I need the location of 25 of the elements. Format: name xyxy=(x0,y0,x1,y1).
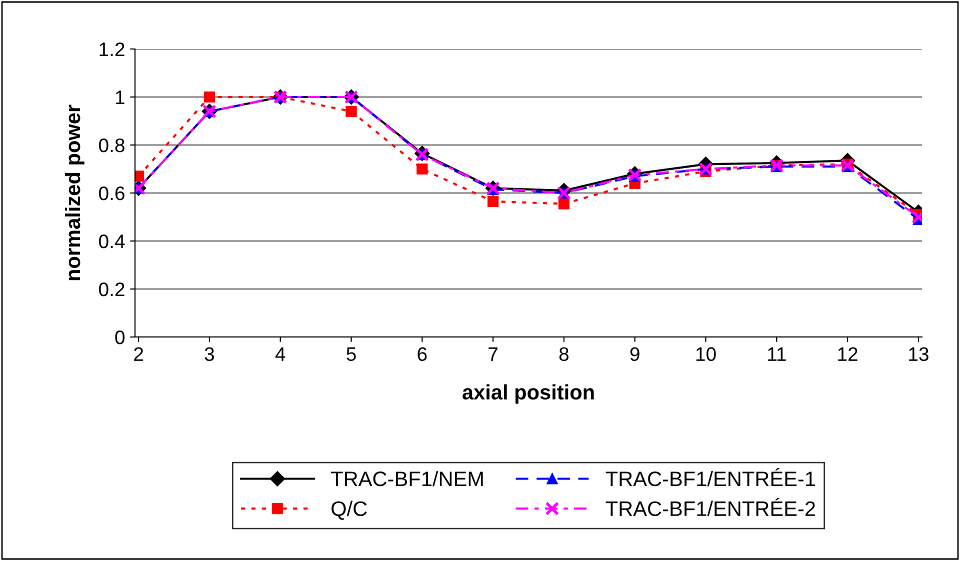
x-tick-label: 6 xyxy=(418,347,427,362)
x-tick-label: 3 xyxy=(204,347,214,362)
x-tick-label: 2 xyxy=(134,347,143,361)
x-tick-label: 9 xyxy=(630,347,640,362)
x-axis-title: axial position xyxy=(462,384,594,404)
legend-label: Q/C xyxy=(332,500,367,520)
legend-label: TRAC-BF1/ENTRÉE-2 xyxy=(606,498,815,516)
y-tick-label: 0 xyxy=(115,330,125,344)
y-tick-label: 0.6 xyxy=(99,186,124,200)
x-tick-label: 8 xyxy=(559,347,569,362)
legend-label: TRAC-BF1/ENTRÉE-1 xyxy=(606,468,815,486)
x-tick-label: 4 xyxy=(275,347,286,361)
y-tick-label: 0.8 xyxy=(99,138,124,152)
x-tick-label: 13 xyxy=(909,347,928,362)
y-tick-label: 1 xyxy=(116,90,124,104)
y-tick-label: 1.2 xyxy=(100,42,124,56)
y-tick-label: 0.2 xyxy=(99,282,124,296)
y-axis-title: normalized power xyxy=(64,104,84,280)
y-tick-label: 0.4 xyxy=(99,234,125,248)
legend-label: TRAC-BF1/NEM xyxy=(331,470,483,486)
x-tick-label: 7 xyxy=(488,347,498,361)
x-tick-label: 12 xyxy=(838,347,858,361)
x-tick-label: 11 xyxy=(768,347,786,361)
x-tick-label: 5 xyxy=(346,347,356,362)
x-tick-label: 10 xyxy=(696,347,716,362)
